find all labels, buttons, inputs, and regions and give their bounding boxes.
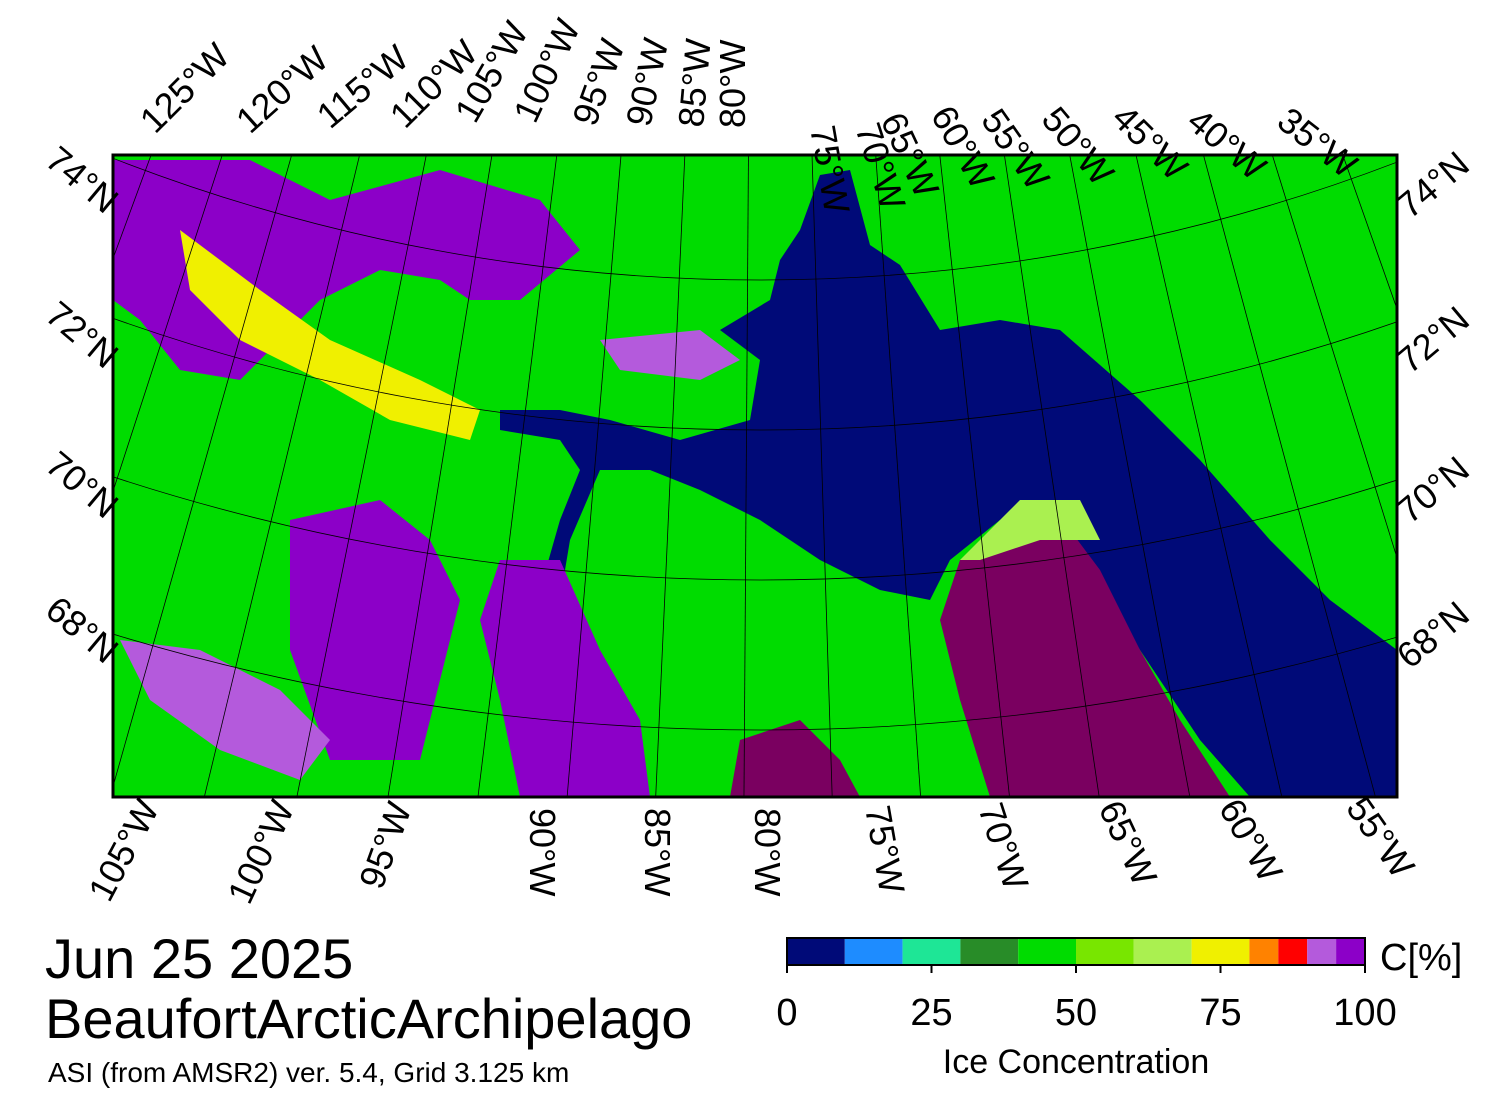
- colorbar-tick-label: 0: [776, 992, 797, 1034]
- ice-band: [180, 230, 480, 440]
- colorbar-segment: [787, 938, 845, 965]
- colorbar-tick-label: 25: [910, 992, 952, 1034]
- meridian: [655, 155, 686, 797]
- colorbar-segment: [1278, 938, 1308, 965]
- meridian: [0, 0, 84, 821]
- source: ASI (from AMSR2) ver. 5.4, Grid 3.125 km: [48, 1057, 569, 1088]
- colorbar-segment: [1076, 938, 1134, 965]
- meridian: [477, 155, 558, 797]
- open-water: [500, 170, 1397, 797]
- meridian: [1203, 155, 1376, 797]
- colorbar-segment: [1191, 938, 1250, 965]
- coord-label: 85°W: [637, 808, 678, 896]
- ice-edge: [960, 500, 1100, 560]
- meridian: [113, 155, 293, 788]
- coord-label: 90°W: [522, 808, 563, 896]
- colorbar-segment: [844, 938, 903, 965]
- meridian: [939, 155, 1010, 797]
- meridian: [387, 155, 493, 797]
- meridian: [743, 155, 749, 797]
- meridian: [296, 155, 427, 797]
- meridian: [1469, 0, 1512, 791]
- meridian: [0, 0, 33, 774]
- pack-ice: [730, 720, 860, 797]
- pack-ice: [940, 530, 1230, 797]
- meridian: [566, 155, 622, 797]
- coord-label: 125°W: [132, 35, 238, 141]
- colorbar-segment: [1249, 938, 1279, 965]
- pack-ice: [480, 560, 650, 797]
- coord-label: 55°W: [1338, 789, 1422, 885]
- colorbar-tick-label: 50: [1055, 992, 1097, 1034]
- meridian: [811, 155, 833, 797]
- coord-label: 74°N: [1389, 143, 1477, 226]
- coord-label: 120°W: [228, 38, 336, 141]
- colorbar: 0 25 50 75 100: [776, 937, 1397, 1034]
- coord-label: 70°W: [970, 798, 1036, 895]
- coord-label: 85°W: [670, 37, 719, 129]
- map-frame: [111, 153, 1399, 799]
- colorbar-tick-label: 100: [1333, 992, 1396, 1034]
- colorbar-unit: C[%]: [1380, 937, 1462, 979]
- coord-label: 95°W: [351, 797, 420, 894]
- colorbar-title: Ice Concentration: [943, 1043, 1210, 1081]
- coord-label: 65°W: [1091, 794, 1166, 891]
- meridian: [113, 155, 223, 493]
- region: BeaufortArcticArchipelago: [45, 987, 692, 1050]
- coord-label: 100°W: [219, 794, 302, 910]
- meridian: [203, 155, 361, 797]
- meridian: [875, 155, 922, 797]
- coord-label: 75°W: [857, 802, 913, 896]
- coord-label: 80°W: [747, 808, 788, 896]
- colorbar-segment: [960, 938, 1019, 965]
- meridian: [1418, 0, 1512, 837]
- coord-label: 60°W: [1211, 792, 1291, 889]
- date: Jun 25 2025: [45, 927, 353, 990]
- coord-label: 68°N: [1389, 593, 1477, 676]
- colorbar-segment: [1018, 938, 1076, 965]
- pack-ice: [290, 500, 460, 760]
- coord-label: 80°W: [712, 40, 753, 128]
- coord-label: 105°W: [80, 793, 167, 908]
- meridian: [1003, 155, 1100, 797]
- meridian: [1135, 155, 1283, 797]
- colorbar-tick-label: 75: [1199, 992, 1241, 1034]
- pack-ice: [600, 330, 740, 380]
- colorbar-segment: [1133, 938, 1192, 965]
- colorbar-segment: [902, 938, 961, 965]
- coord-label: 72°N: [1389, 298, 1477, 381]
- colorbar-segment: [1307, 938, 1337, 965]
- colorbar-segment: [1336, 938, 1365, 965]
- meridian: [1069, 155, 1191, 797]
- coord-label: 70°N: [1389, 448, 1477, 531]
- meridian: [1271, 155, 1397, 560]
